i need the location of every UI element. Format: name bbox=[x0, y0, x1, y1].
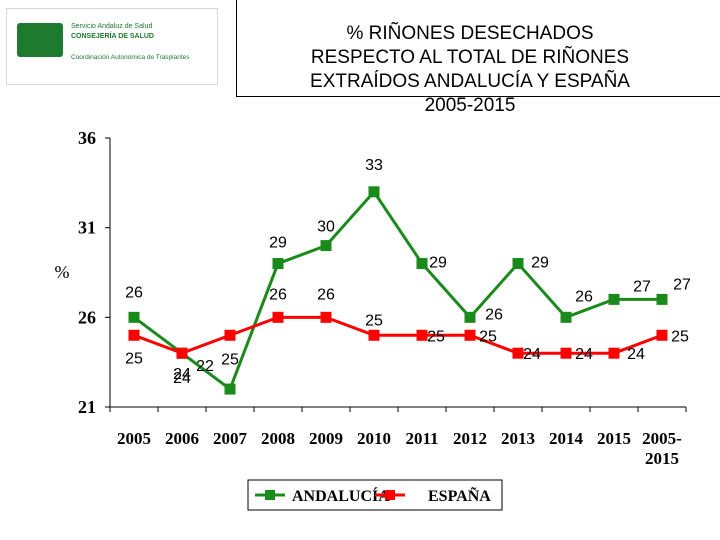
data-point bbox=[320, 240, 332, 252]
legend-label: ANDALUCÍA bbox=[292, 486, 390, 505]
title-frame bbox=[236, 0, 720, 97]
data-label: 25 bbox=[365, 312, 383, 329]
data-label: 24 bbox=[627, 346, 645, 363]
y-tick-label: 36 bbox=[78, 128, 96, 148]
data-label: 24 bbox=[173, 366, 191, 383]
y-tick-label: 26 bbox=[78, 307, 96, 327]
data-point bbox=[224, 383, 236, 395]
data-label: 26 bbox=[125, 284, 143, 301]
data-point bbox=[464, 311, 476, 323]
logo-box: Servicio Andaluz de Salud CONSEJERÍA DE … bbox=[6, 8, 218, 85]
data-label: 22 bbox=[196, 358, 214, 375]
data-point bbox=[224, 329, 236, 341]
series-line-andalucia bbox=[133, 189, 662, 392]
logo-service-name: Servicio Andaluz de Salud bbox=[71, 23, 153, 30]
series-line-espana bbox=[133, 315, 663, 355]
data-point bbox=[608, 293, 620, 305]
logo-department-name: CONSEJERÍA DE SALUD bbox=[71, 33, 154, 40]
data-label: 25 bbox=[671, 328, 689, 345]
chart-title-line: 2005-2015 bbox=[424, 95, 516, 116]
data-label: 25 bbox=[479, 328, 497, 345]
data-point bbox=[560, 347, 572, 359]
x-tick-label: 2009 bbox=[309, 429, 343, 448]
x-tick-label: 2005 bbox=[117, 429, 151, 448]
data-point bbox=[512, 258, 524, 270]
x-tick-label: 2013 bbox=[501, 429, 535, 448]
legend-marker bbox=[385, 490, 395, 500]
data-label: 26 bbox=[485, 306, 503, 323]
x-tick-label: 2008 bbox=[261, 429, 295, 448]
data-point bbox=[608, 347, 620, 359]
x-tick-label: 2011 bbox=[405, 429, 438, 448]
legend-label: ESPAÑA bbox=[428, 486, 491, 505]
x-tick-label: 2015 bbox=[645, 449, 679, 468]
x-tick-label: 2010 bbox=[357, 429, 391, 448]
x-tick-label: 2007 bbox=[213, 429, 248, 448]
data-label: 27 bbox=[673, 276, 691, 293]
data-label: 25 bbox=[221, 351, 239, 368]
data-label: 26 bbox=[269, 286, 287, 303]
data-point bbox=[128, 311, 140, 323]
chart-title-line: EXTRAÍDOS ANDALUCÍA Y ESPAÑA bbox=[310, 71, 630, 92]
data-point bbox=[464, 329, 476, 341]
data-point bbox=[368, 329, 380, 341]
data-point bbox=[272, 311, 284, 323]
data-label: 29 bbox=[269, 235, 287, 252]
x-tick-label: 2014 bbox=[549, 429, 584, 448]
data-label: 27 bbox=[633, 278, 651, 295]
data-point bbox=[320, 311, 332, 323]
x-tick-label: 2006 bbox=[165, 429, 199, 448]
data-label: 29 bbox=[531, 255, 549, 272]
data-label: 26 bbox=[317, 286, 335, 303]
data-point bbox=[512, 347, 524, 359]
legend-marker bbox=[265, 490, 275, 500]
chart-title-line: RESPECTO AL TOTAL DE RIÑONES bbox=[310, 47, 630, 68]
data-label: 25 bbox=[125, 350, 143, 367]
chart-title: % RIÑONES DESECHADOS RESPECTO AL TOTAL D… bbox=[240, 22, 700, 118]
data-point bbox=[416, 329, 428, 341]
data-point bbox=[176, 347, 188, 359]
y-axis-label: % bbox=[55, 262, 70, 282]
x-tick-label: 2015 bbox=[597, 429, 631, 448]
data-label: 24 bbox=[575, 346, 593, 363]
data-point bbox=[416, 258, 428, 270]
data-point bbox=[128, 329, 140, 341]
data-point bbox=[656, 329, 668, 341]
data-label: 25 bbox=[427, 328, 445, 345]
x-tick-label: 2012 bbox=[453, 429, 487, 448]
chart-title-line: % RIÑONES DESECHADOS bbox=[346, 23, 594, 44]
y-tick-label: 21 bbox=[78, 397, 96, 417]
data-label: 29 bbox=[429, 255, 447, 272]
data-point bbox=[272, 258, 284, 270]
junta-emblem-icon bbox=[17, 23, 63, 57]
data-point bbox=[368, 186, 380, 198]
logo-coordination-name: Coordinación Autonómica de Trasplantes bbox=[71, 54, 190, 61]
y-tick-label: 31 bbox=[78, 218, 96, 238]
data-label: 33 bbox=[365, 157, 383, 174]
x-tick-label: 2005- bbox=[642, 429, 682, 448]
data-label: 26 bbox=[575, 288, 593, 305]
data-label: 30 bbox=[317, 219, 335, 236]
data-label: 24 bbox=[523, 346, 541, 363]
data-label: 24 bbox=[173, 370, 191, 387]
data-point bbox=[560, 311, 572, 323]
data-point bbox=[656, 293, 668, 305]
